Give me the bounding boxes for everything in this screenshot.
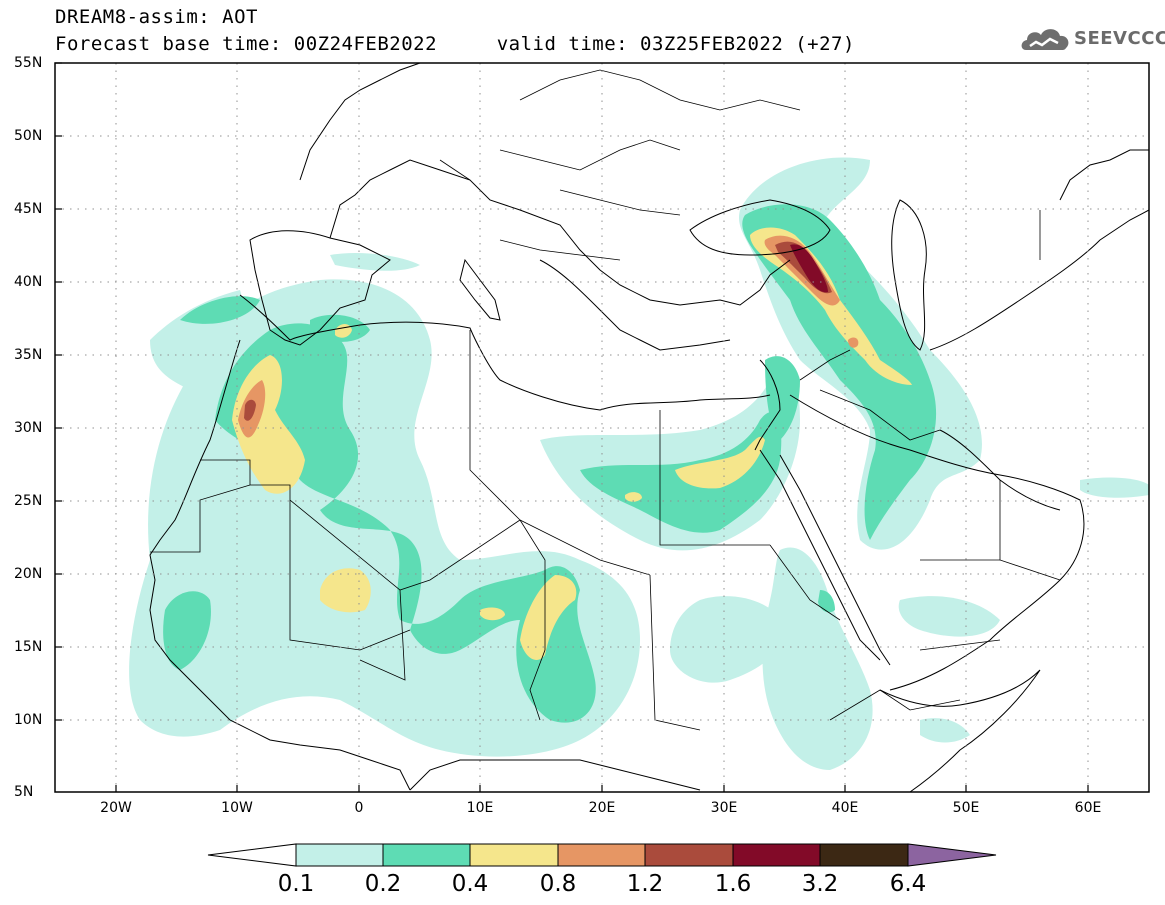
- lon-label: 50E: [952, 800, 980, 816]
- lon-label: 0: [354, 800, 364, 816]
- lon-label: 10E: [466, 800, 494, 816]
- graticule: [55, 63, 1149, 792]
- colorbar-segment: [469, 843, 559, 867]
- aot-level-1-6: [790, 244, 828, 293]
- logo-text: SEEVCCC: [1074, 28, 1165, 49]
- lat-label: 50N: [14, 128, 43, 144]
- lat-label: 5N: [14, 784, 34, 800]
- coastlines: [149, 62, 1150, 793]
- colorbar-label: 3.2: [801, 871, 839, 897]
- seevccc-logo: SEEVCCC: [1018, 22, 1165, 56]
- forecast-time-subtitle: Forecast base time: 00Z24FEB2022 valid t…: [55, 33, 855, 55]
- lon-label: 60E: [1074, 800, 1102, 816]
- colorbar-segment: [732, 843, 821, 867]
- lon-label: 30E: [710, 800, 738, 816]
- aot-field: [129, 157, 1149, 770]
- lon-label: 40E: [831, 800, 859, 816]
- lon-label: 20E: [588, 800, 616, 816]
- colorbar-label: 1.6: [714, 871, 752, 897]
- colorbar-over-triangle: [907, 843, 997, 867]
- lat-label: 55N: [14, 55, 43, 71]
- colorbar-label: 1.2: [626, 871, 664, 897]
- lon-label: 10W: [221, 800, 253, 816]
- colorbar-label: 0.1: [277, 871, 315, 897]
- map-title: DREAM8-assim: AOT: [55, 6, 258, 28]
- colorbar-segment: [295, 843, 384, 867]
- lat-label: 35N: [14, 347, 43, 363]
- colorbar-label: 0.2: [364, 871, 402, 897]
- colorbar-segment: [644, 843, 734, 867]
- lat-label: 10N: [14, 712, 43, 728]
- colorbar-segment: [819, 843, 909, 867]
- colorbar-segment: [557, 843, 646, 867]
- lat-label: 30N: [14, 420, 43, 436]
- colorbar-label: 0.4: [451, 871, 489, 897]
- colorbar-under-triangle: [207, 843, 297, 867]
- lat-label: 20N: [14, 566, 43, 582]
- colorbar: [207, 843, 997, 867]
- colorbar-label: 0.8: [539, 871, 577, 897]
- colorbar-label: 6.4: [889, 871, 927, 897]
- lat-label: 45N: [14, 201, 43, 217]
- country-borders: [150, 69, 1061, 731]
- lat-label: 15N: [14, 639, 43, 655]
- colorbar-segment: [382, 843, 471, 867]
- lat-label: 25N: [14, 493, 43, 509]
- tick-marks: [55, 62, 1089, 792]
- lat-label: 40N: [14, 274, 43, 290]
- lon-label: 20W: [100, 800, 132, 816]
- cloud-logo-icon: [1021, 29, 1069, 50]
